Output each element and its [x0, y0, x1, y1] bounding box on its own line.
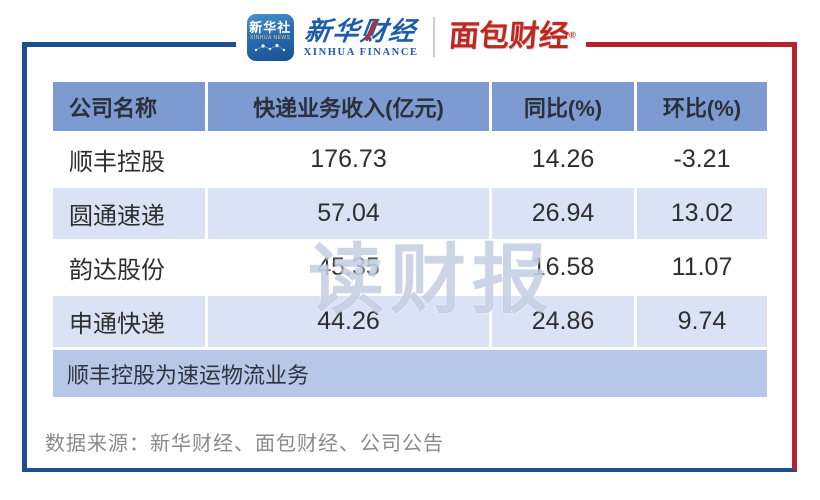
table-footnote: 顺丰控股为速运物流业务: [53, 350, 767, 397]
express-revenue-table: 公司名称 快递业务收入(亿元) 同比(%) 环比(%) 顺丰控股 176.73 …: [50, 79, 770, 400]
network-dots-icon: [255, 43, 286, 51]
cell-mom: 13.02: [637, 188, 767, 239]
data-source-caption: 数据来源：新华财经、面包财经、公司公告: [45, 433, 444, 455]
cell-company: 韵达股份: [53, 242, 205, 293]
table-note-row: 顺丰控股为速运物流业务: [53, 350, 767, 397]
xinhua-news-app-sublabel: XINHUA NEWS: [249, 34, 291, 41]
xinhua-news-app-label: 新华社: [249, 19, 292, 35]
cell-company: 圆通速递: [53, 188, 205, 239]
table-row: 韵达股份 45.35 16.58 11.07: [53, 242, 767, 293]
table-row: 申通快递 44.26 24.86 9.74: [53, 296, 767, 347]
logo-divider: [432, 17, 435, 57]
frame-top-left-segment: [22, 42, 420, 47]
xinhua-finance-wordmark: 新华财经: [303, 15, 420, 46]
cell-yoy: 16.58: [492, 242, 634, 293]
col-header-yoy: 同比(%): [492, 82, 634, 131]
bread-finance-wordmark: 面包财经: [447, 20, 571, 53]
col-header-revenue: 快递业务收入(亿元): [208, 82, 489, 131]
cell-revenue: 44.26: [208, 296, 489, 347]
cell-mom: 11.07: [637, 242, 767, 293]
xinhua-finance-logo: 新华财经 XINHUA FINANCE: [303, 15, 420, 58]
decorative-frame: [22, 42, 797, 472]
brand-header: 新华社 XINHUA NEWS 新华财经 XINHUA FINANCE: [236, 6, 586, 68]
cell-yoy: 24.86: [492, 296, 634, 347]
table-header-row: 公司名称 快递业务收入(亿元) 同比(%) 环比(%): [53, 82, 767, 131]
table-row: 圆通速递 57.04 26.94 13.02: [53, 188, 767, 239]
col-header-mom: 环比(%): [637, 82, 767, 131]
xinhua-news-app-icon: 新华社 XINHUA NEWS: [246, 13, 294, 61]
col-header-company: 公司名称: [53, 82, 205, 131]
table-row: 顺丰控股 176.73 14.26 -3.21: [53, 134, 767, 185]
registered-trademark-icon: ®: [568, 30, 576, 40]
xinhua-finance-en-label: XINHUA FINANCE: [303, 46, 419, 58]
cell-mom: -3.21: [637, 134, 767, 185]
cell-revenue: 45.35: [208, 242, 489, 293]
cell-company: 顺丰控股: [53, 134, 205, 185]
cell-yoy: 14.26: [492, 134, 634, 185]
cell-yoy: 26.94: [492, 188, 634, 239]
bread-finance-logo: 面包财经®: [447, 20, 577, 54]
frame-top-right-segment: [399, 42, 797, 47]
cell-revenue: 57.04: [208, 188, 489, 239]
cell-company: 申通快递: [53, 296, 205, 347]
cell-revenue: 176.73: [208, 134, 489, 185]
cell-mom: 9.74: [637, 296, 767, 347]
